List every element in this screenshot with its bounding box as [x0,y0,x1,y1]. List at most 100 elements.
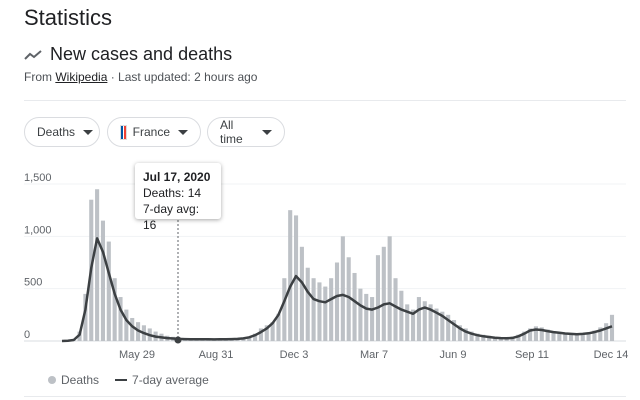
deaths-bar [106,241,111,341]
tooltip-deaths: Deaths: 14 [143,186,202,200]
deaths-bar [422,301,427,341]
last-updated: · Last updated: 2 hours ago [107,70,258,84]
deaths-bar [352,272,357,341]
y-tick-label: 0 [24,329,30,341]
deaths-bar [282,278,287,341]
x-tick-label: Dec 3 [280,349,309,361]
legend-line-label: 7-day average [132,373,209,387]
chart-legend: Deaths 7-day average [48,373,209,387]
trending-icon [24,49,42,60]
deaths-bar [317,282,322,341]
x-tick-label: Mar 7 [360,349,388,361]
deaths-bar [253,333,258,341]
x-tick-label: Sep 11 [515,349,549,361]
deaths-bar [469,331,474,341]
source-line: From Wikipedia · Last updated: 2 hours a… [24,70,257,84]
deaths-bar [364,293,369,341]
deaths-bar [258,328,263,341]
deaths-bar [539,327,544,341]
x-tick-label: Dec 14 [594,349,629,361]
deaths-bar [375,255,381,341]
deaths-bar [516,334,521,341]
deaths-bar [568,334,574,341]
country-label: France [132,125,170,139]
deaths-bar [393,278,398,341]
deaths-bar [604,323,609,341]
deaths-bar [416,297,421,341]
deaths-bar [100,220,106,341]
metric-dropdown[interactable]: Deaths [24,117,100,147]
deaths-bar [574,334,579,341]
tooltip-average: 7-day avg: 16 [143,202,200,232]
source-prefix: From [24,70,56,84]
x-tick-label: Jun 9 [440,349,467,361]
deaths-bar [440,311,445,341]
deaths-bar [288,210,293,341]
deaths-bar [387,236,392,341]
deaths-bar [580,333,585,341]
page-heading: Statistics [24,5,113,30]
deaths-bar [487,335,492,341]
deaths-bar [557,332,562,341]
caret-down-icon [83,129,94,135]
hover-tooltip: Jul 17, 2020 Deaths: 14 7-day avg: 16 [135,163,221,232]
deaths-bar [592,330,597,341]
deaths-bar [545,329,550,341]
deaths-bar [586,332,591,341]
x-tick-label: Aug 31 [199,349,234,361]
deaths-bar [399,290,404,341]
deaths-bar [270,322,275,341]
deaths-bar [522,331,527,341]
caret-down-icon [178,129,188,135]
deaths-bar [528,328,533,341]
source-link[interactable]: Wikipedia [55,70,108,84]
deaths-bar [598,327,603,341]
deaths-bar [112,278,117,341]
deaths-bar [311,278,316,341]
deaths-bar [457,325,462,341]
range-label: All time [220,118,243,146]
deaths-bar [346,257,351,341]
range-dropdown[interactable]: All time [207,117,285,147]
deaths-bar [434,308,439,341]
deaths-bar [247,336,252,341]
deaths-bar [451,320,457,341]
deaths-bar [118,297,123,341]
legend-line-swatch [115,379,128,381]
france-flag-icon [120,124,127,140]
deaths-bar [463,328,468,341]
y-tick-label: 1,500 [24,172,52,184]
deaths-bar [405,304,410,341]
deaths-bar [323,286,328,341]
deaths-bar [340,236,345,341]
deaths-bar [305,267,310,341]
deaths-bar [276,313,281,341]
hover-point [174,336,182,344]
metric-label: Deaths [37,125,76,139]
deaths-bar [130,317,135,341]
deaths-bar [264,325,269,341]
deaths-bar [563,333,568,341]
country-dropdown[interactable]: France [107,117,201,147]
deaths-bar [370,297,375,341]
deaths-bar [609,314,615,341]
deaths-bar [241,338,246,341]
deaths-bar [475,333,480,341]
seven-day-average-line [61,237,613,343]
y-tick-label: 1,000 [24,224,52,236]
deaths-bar [446,314,451,341]
caret-down-icon [262,129,272,135]
deaths-bar [411,309,416,341]
deaths-bar [95,189,100,341]
deaths-bar [428,304,433,341]
deaths-bar [83,293,88,341]
legend-bars-label: Deaths [61,373,100,387]
y-tick-label: 500 [24,277,42,289]
deaths-bar [358,288,363,341]
bottom-divider [24,396,626,397]
deaths-bar [124,309,129,341]
x-tick-label: May 29 [119,349,155,361]
deaths-bar [533,326,538,341]
deaths-bar [334,262,340,341]
